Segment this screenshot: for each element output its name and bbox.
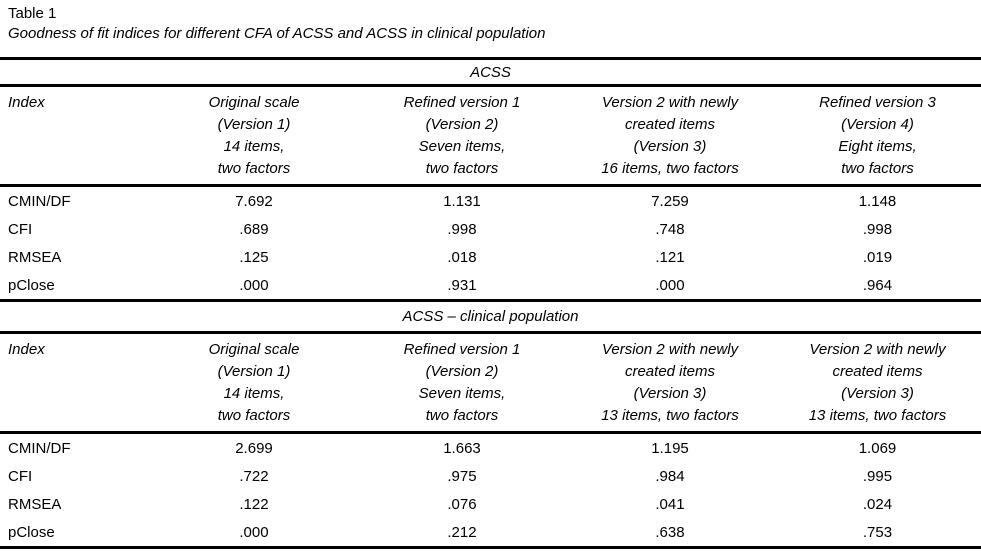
cell-value: .638 bbox=[655, 523, 685, 541]
row-index: CFI bbox=[8, 467, 33, 485]
section-row-acss: ACSS bbox=[0, 57, 981, 87]
cell-value: .019 bbox=[862, 248, 893, 266]
row-index: RMSEA bbox=[8, 248, 62, 266]
fit-indices-table: ACSS Index Original scale (Version 1) 14… bbox=[0, 57, 981, 549]
cell-value: .076 bbox=[447, 495, 477, 513]
table-row: CFI .689 .998 .748 .998 bbox=[0, 215, 981, 243]
cell-value: .931 bbox=[447, 276, 477, 294]
column-header-original-scale: Original scale (Version 1) 14 items, two… bbox=[150, 332, 358, 434]
table-row: CMIN/DF 2.699 1.663 1.195 1.069 bbox=[0, 433, 981, 463]
table-row: RMSEA .125 .018 .121 .019 bbox=[0, 243, 981, 271]
cell-value: .212 bbox=[447, 523, 477, 541]
column-header-version-2-newly-created: Version 2 with newly created items (Vers… bbox=[566, 332, 774, 434]
cell-value: .000 bbox=[239, 523, 269, 541]
column-header-index: Index bbox=[0, 332, 150, 434]
section-row-acss-clinical: ACSS – clinical population bbox=[0, 299, 981, 334]
row-index: CMIN/DF bbox=[8, 192, 71, 210]
cell-value: 1.195 bbox=[651, 439, 689, 457]
cell-value: .984 bbox=[655, 467, 685, 485]
cell-value: .000 bbox=[655, 276, 685, 294]
cell-value: 1.148 bbox=[858, 192, 897, 210]
cell-value: .041 bbox=[655, 495, 685, 513]
section-title-acss-clinical: ACSS – clinical population bbox=[0, 299, 981, 334]
cell-value: .753 bbox=[862, 523, 893, 541]
column-header-refined-version-1: Refined version 1 (Version 2) Seven item… bbox=[358, 332, 566, 434]
header-row-acss: Index Original scale (Version 1) 14 item… bbox=[0, 85, 981, 187]
table-row: CFI .722 .975 .984 .995 bbox=[0, 462, 981, 490]
cell-value: .975 bbox=[447, 467, 477, 485]
cell-value: .000 bbox=[239, 276, 269, 294]
cell-value: 1.131 bbox=[443, 192, 481, 210]
row-index: CFI bbox=[8, 220, 33, 238]
cell-value: .748 bbox=[655, 220, 685, 238]
cell-value: .964 bbox=[862, 276, 893, 294]
row-index: pClose bbox=[8, 523, 55, 541]
cell-value: .024 bbox=[862, 495, 893, 513]
table-label: Table 1 bbox=[8, 5, 57, 22]
header-row-acss-clinical: Index Original scale (Version 1) 14 item… bbox=[0, 332, 981, 434]
row-index: CMIN/DF bbox=[8, 439, 71, 457]
table-row: CMIN/DF 7.692 1.131 7.259 1.148 bbox=[0, 186, 981, 216]
table-row: pClose .000 .212 .638 .753 bbox=[0, 518, 981, 548]
cell-value: 7.259 bbox=[651, 192, 689, 210]
cell-value: .689 bbox=[239, 220, 269, 238]
cell-value: .995 bbox=[862, 467, 893, 485]
cell-value: 7.692 bbox=[235, 192, 273, 210]
cell-value: 2.699 bbox=[235, 439, 273, 457]
cell-value: .722 bbox=[239, 467, 269, 485]
column-header-version-2-newly-created: Version 2 with newly created items (Vers… bbox=[566, 85, 774, 187]
table-caption: Goodness of fit indices for different CF… bbox=[8, 25, 546, 42]
column-header-version-2-newly-created: Version 2 with newly created items (Vers… bbox=[774, 332, 981, 434]
column-header-refined-version-1: Refined version 1 (Version 2) Seven item… bbox=[358, 85, 566, 187]
column-header-original-scale: Original scale (Version 1) 14 items, two… bbox=[150, 85, 358, 187]
row-index: RMSEA bbox=[8, 495, 62, 513]
cell-value: .018 bbox=[447, 248, 477, 266]
cell-value: .122 bbox=[239, 495, 269, 513]
row-index: pClose bbox=[8, 276, 55, 294]
cell-value: 1.069 bbox=[858, 439, 897, 457]
cell-value: .121 bbox=[655, 248, 685, 266]
section-title-acss: ACSS bbox=[0, 57, 981, 87]
cell-value: .998 bbox=[862, 220, 893, 238]
table-row: RMSEA .122 .076 .041 .024 bbox=[0, 490, 981, 518]
column-header-refined-version-3: Refined version 3 (Version 4) Eight item… bbox=[774, 85, 981, 187]
cell-value: .998 bbox=[447, 220, 477, 238]
table-row: pClose .000 .931 .000 .964 bbox=[0, 271, 981, 301]
cell-value: 1.663 bbox=[443, 439, 481, 457]
column-header-index: Index bbox=[0, 85, 150, 187]
cell-value: .125 bbox=[239, 248, 269, 266]
